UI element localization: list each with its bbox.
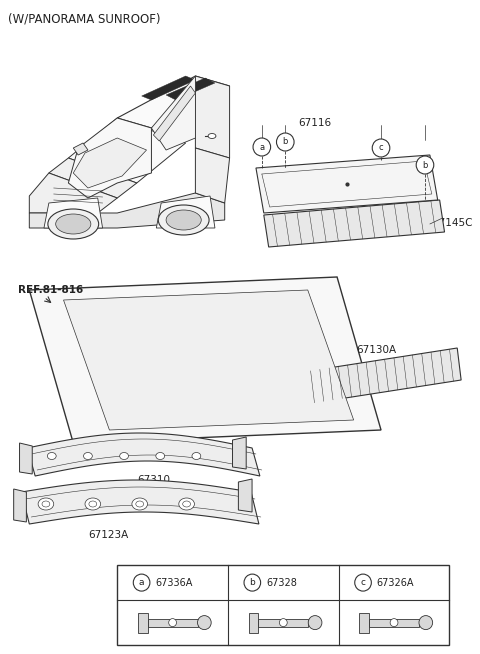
Polygon shape xyxy=(154,86,195,141)
Text: a: a xyxy=(259,143,264,152)
Polygon shape xyxy=(27,433,260,476)
Polygon shape xyxy=(117,76,229,128)
Bar xyxy=(148,619,197,627)
Polygon shape xyxy=(68,118,186,183)
Text: 67123A: 67123A xyxy=(88,530,128,540)
Polygon shape xyxy=(29,193,225,228)
Ellipse shape xyxy=(48,453,56,460)
Ellipse shape xyxy=(136,501,144,507)
Ellipse shape xyxy=(197,615,211,630)
Ellipse shape xyxy=(166,210,201,230)
Bar xyxy=(258,619,308,627)
Text: c: c xyxy=(360,578,366,587)
Polygon shape xyxy=(20,443,32,474)
Polygon shape xyxy=(29,277,381,443)
Polygon shape xyxy=(195,76,229,158)
Ellipse shape xyxy=(120,453,129,460)
Polygon shape xyxy=(151,76,195,150)
Ellipse shape xyxy=(85,498,101,510)
Polygon shape xyxy=(142,76,195,100)
Polygon shape xyxy=(22,480,259,524)
Ellipse shape xyxy=(156,453,165,460)
Polygon shape xyxy=(195,148,229,203)
Polygon shape xyxy=(13,489,26,522)
Polygon shape xyxy=(49,158,137,198)
Ellipse shape xyxy=(179,498,194,510)
Polygon shape xyxy=(63,290,354,430)
Polygon shape xyxy=(73,138,146,188)
Ellipse shape xyxy=(192,453,201,460)
Ellipse shape xyxy=(419,615,432,630)
Text: (W/PANORAMA SUNROOF): (W/PANORAMA SUNROOF) xyxy=(8,12,160,25)
Polygon shape xyxy=(156,196,215,228)
Ellipse shape xyxy=(208,133,216,139)
Circle shape xyxy=(355,574,372,591)
Bar xyxy=(117,565,449,645)
Text: b: b xyxy=(422,160,428,169)
Ellipse shape xyxy=(84,453,92,460)
Polygon shape xyxy=(68,118,151,198)
Text: 67310: 67310 xyxy=(137,475,170,485)
Ellipse shape xyxy=(132,498,147,510)
Ellipse shape xyxy=(183,501,191,507)
Ellipse shape xyxy=(48,209,99,239)
Polygon shape xyxy=(29,173,117,213)
Polygon shape xyxy=(73,143,88,155)
Text: 67145C: 67145C xyxy=(432,218,472,228)
Text: 67336A: 67336A xyxy=(155,577,192,587)
Circle shape xyxy=(133,574,150,591)
Text: 67116: 67116 xyxy=(298,118,331,128)
Text: REF.81-816: REF.81-816 xyxy=(18,285,83,295)
Polygon shape xyxy=(303,348,461,404)
Text: 67130A: 67130A xyxy=(357,345,397,355)
Polygon shape xyxy=(232,437,246,469)
Text: 67326A: 67326A xyxy=(377,577,414,587)
Circle shape xyxy=(168,619,177,627)
Circle shape xyxy=(416,156,434,174)
Circle shape xyxy=(244,574,261,591)
Circle shape xyxy=(372,139,390,157)
Text: b: b xyxy=(250,578,255,587)
Ellipse shape xyxy=(56,214,91,234)
Polygon shape xyxy=(166,78,215,100)
Circle shape xyxy=(276,133,294,151)
Ellipse shape xyxy=(158,205,209,235)
Text: b: b xyxy=(283,137,288,146)
Bar xyxy=(138,613,148,632)
Polygon shape xyxy=(44,198,103,228)
Text: c: c xyxy=(379,143,384,152)
Circle shape xyxy=(279,619,287,627)
Polygon shape xyxy=(239,479,252,512)
Text: a: a xyxy=(139,578,144,587)
Bar xyxy=(369,619,419,627)
Ellipse shape xyxy=(308,615,322,630)
Bar xyxy=(360,613,369,632)
Circle shape xyxy=(390,619,398,627)
Polygon shape xyxy=(256,155,438,213)
Ellipse shape xyxy=(42,501,50,507)
Text: 67328: 67328 xyxy=(266,577,297,587)
Ellipse shape xyxy=(89,501,97,507)
Bar xyxy=(249,613,258,632)
Polygon shape xyxy=(264,200,444,247)
Ellipse shape xyxy=(38,498,54,510)
Circle shape xyxy=(253,138,271,156)
